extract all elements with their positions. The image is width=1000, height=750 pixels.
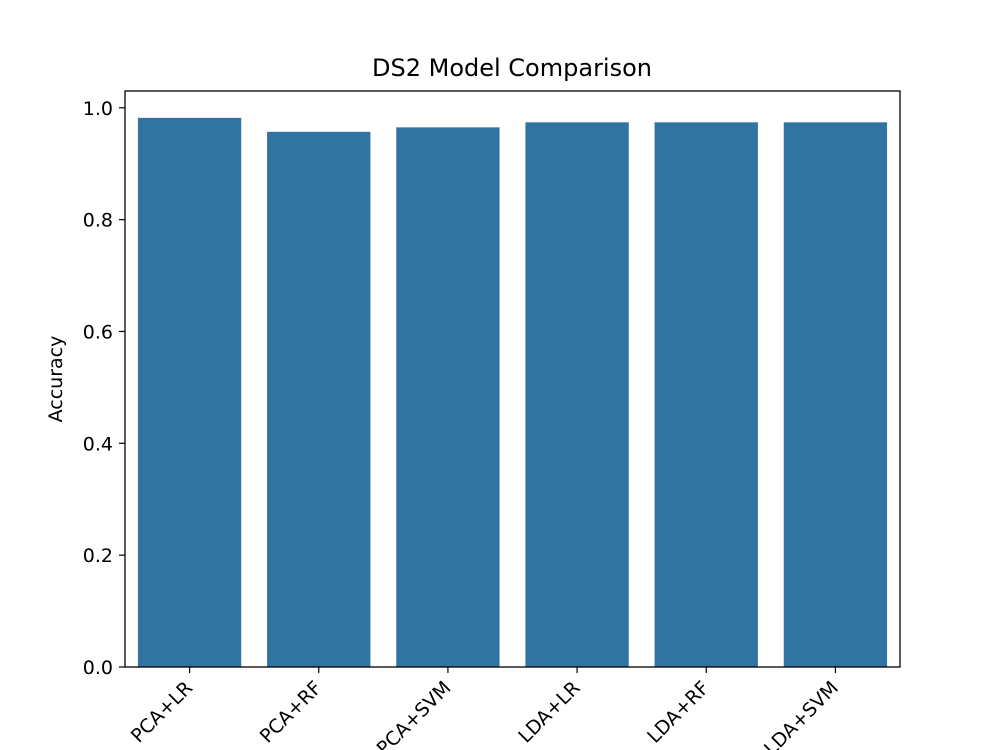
y-tick-label-2: 0.4 [83,433,113,455]
y-tick-label-5: 1.0 [83,98,113,120]
y-tick-label-4: 0.8 [83,210,113,232]
y-tick-label-3: 0.6 [83,321,113,343]
chart-title: DS2 Model Comparison [372,54,652,82]
y-axis: 0.0 0.2 0.4 0.6 0.8 1.0 [83,98,125,679]
bar-2 [396,127,500,668]
bar-4 [654,122,758,667]
y-tick-label-1: 0.2 [83,545,113,567]
bar-3 [525,122,629,667]
bar-0 [137,117,242,668]
bars-group [137,117,888,668]
y-axis-label: Accuracy [45,336,67,423]
y-tick-label-0: 0.0 [83,657,113,679]
bar-1 [267,131,371,667]
plot-frame [124,90,901,668]
bar-5 [783,122,888,667]
